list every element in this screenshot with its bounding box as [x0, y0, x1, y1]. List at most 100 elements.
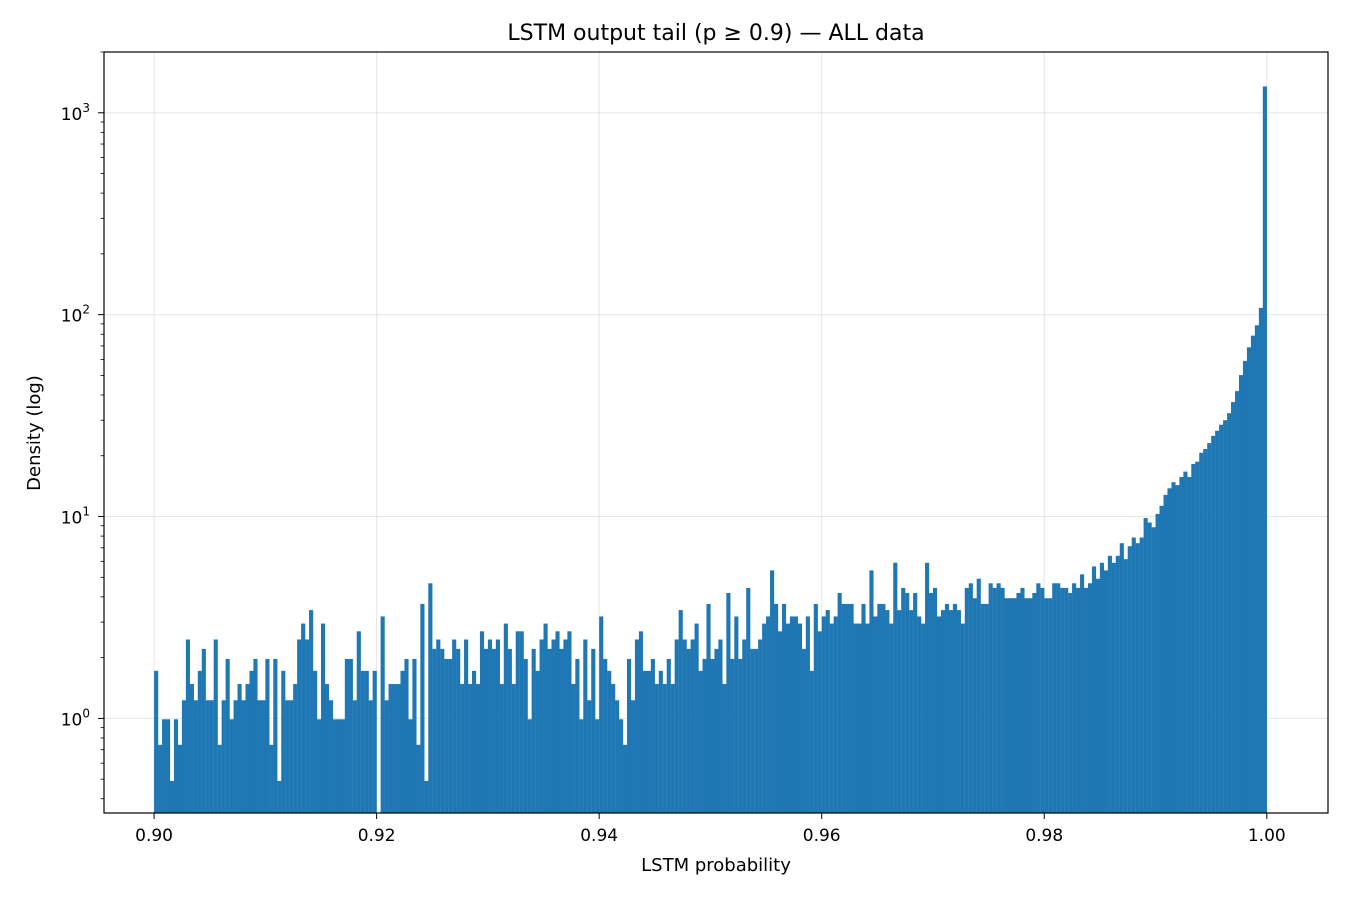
histogram-bar [980, 603, 985, 813]
histogram-bar [320, 623, 326, 813]
histogram-bar [551, 639, 556, 813]
histogram-bar [400, 670, 405, 813]
histogram-bar [805, 616, 810, 813]
histogram-bar [324, 684, 330, 813]
histogram-bar [952, 603, 957, 813]
histogram-bar [841, 603, 846, 813]
histogram-bar [404, 658, 409, 813]
histogram-bar [1048, 598, 1053, 813]
histogram-bar [364, 670, 369, 813]
histogram-bar [162, 719, 167, 813]
histogram-bar [1056, 583, 1061, 813]
ticks-layer: 0.90 0.92 0.94 0.96 0.98 1.00 100 101 102 103 [61, 51, 1286, 846]
histogram-bar [392, 684, 397, 813]
histogram-bar [416, 744, 421, 813]
histogram-bar [658, 670, 663, 813]
histogram-bar [233, 700, 238, 813]
histogram-bar [889, 623, 894, 813]
histogram-bar [511, 684, 516, 813]
histogram-bar [420, 603, 425, 813]
histogram-bar [746, 587, 751, 813]
histogram-bar [670, 684, 675, 813]
histogram-bar [281, 670, 286, 813]
histogram-bar [913, 593, 918, 813]
histogram-bar [173, 719, 179, 813]
histogram-bar [599, 616, 604, 813]
histogram-bar [611, 684, 616, 813]
histogram-bar [781, 603, 787, 813]
histogram-bar [471, 670, 477, 813]
x-tick-label: 0.98 [1025, 826, 1063, 846]
histogram-bar [189, 684, 194, 813]
histogram-bar [1191, 464, 1196, 813]
histogram-bar [1242, 360, 1248, 813]
histogram-bar [289, 700, 294, 813]
y-tick-label: 101 [61, 505, 90, 529]
histogram-bar [654, 684, 659, 813]
histogram-bar [1246, 347, 1252, 813]
y-tick-label: 100 [61, 706, 90, 730]
histogram-bar [921, 623, 926, 813]
histogram-bar [1183, 471, 1188, 813]
x-tick-label: 1.00 [1248, 826, 1286, 846]
histogram-bar [432, 648, 437, 813]
histogram-bar [865, 623, 870, 813]
histogram-bar [452, 639, 457, 813]
histogram-bar [1195, 461, 1200, 813]
histogram-bar [932, 587, 938, 813]
histogram-bar [996, 583, 1001, 813]
histogram-bar [936, 616, 942, 813]
histogram-bar [1115, 555, 1120, 813]
histogram-bar [956, 610, 961, 813]
histogram-bar [527, 719, 532, 813]
histogram-bar [348, 658, 353, 813]
histogram-bar [674, 639, 679, 813]
histogram-bar [801, 648, 806, 813]
histogram-bar [277, 780, 282, 813]
histogram-bar [428, 583, 433, 813]
histogram-bar [742, 639, 747, 813]
y-axis-label: Density (log) [24, 375, 45, 491]
chart-title: LSTM output tail (p ≥ 0.9) — ALL data [507, 21, 924, 46]
histogram-bar [845, 603, 850, 813]
histogram-bar [209, 700, 214, 813]
histogram-bar [1254, 325, 1260, 813]
histogram-bar [1012, 598, 1017, 813]
histogram-bar [809, 670, 814, 813]
histogram-bar [328, 700, 334, 813]
histogram-bar [579, 719, 584, 813]
histogram-bar [1167, 488, 1172, 813]
histogram-bar [444, 658, 449, 813]
histogram-bar [666, 658, 671, 813]
histogram-bar [948, 610, 954, 813]
histogram-bar [944, 603, 950, 813]
x-tick-label: 0.92 [358, 826, 396, 846]
histogram-bar [221, 700, 226, 813]
histogram-bar [1139, 537, 1144, 813]
histogram-bar [519, 631, 524, 813]
histogram-bar [984, 603, 989, 813]
histogram-bar [626, 658, 632, 813]
histogram-bar [925, 562, 930, 813]
histogram-bar [269, 744, 274, 813]
histogram-bar [1072, 583, 1077, 813]
histogram-bar [1024, 598, 1029, 813]
histogram-bar [861, 603, 866, 813]
histogram-bar [603, 658, 608, 813]
histogram-bar [1020, 587, 1025, 813]
histogram-bar [213, 639, 218, 813]
histogram-bar [785, 623, 791, 813]
histogram-bar [205, 700, 210, 813]
histogram-bar [1258, 307, 1263, 813]
histogram-bar [1163, 494, 1168, 813]
histogram-bar [507, 648, 512, 813]
histogram-bar [495, 639, 500, 813]
histogram-bar [515, 631, 520, 813]
histogram-bar [1052, 583, 1057, 813]
histogram-bar [646, 670, 651, 813]
histogram-bar [1099, 562, 1105, 813]
histogram-bar [1083, 587, 1089, 813]
histogram-bar [777, 631, 783, 813]
histogram-bar [575, 658, 580, 813]
histogram-bar [833, 616, 838, 813]
